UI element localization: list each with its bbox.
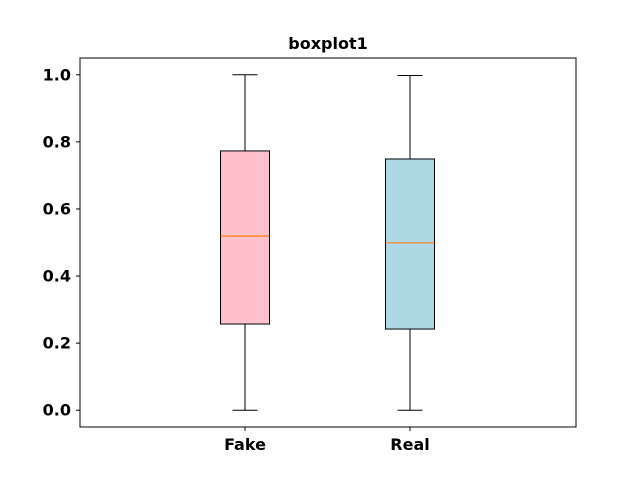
y-tick-label: 1.0 — [43, 65, 71, 84]
y-tick-label: 0.0 — [43, 401, 71, 420]
plot-frame — [79, 57, 577, 428]
y-tick-label: 0.8 — [43, 132, 71, 151]
box-real — [385, 158, 435, 330]
x-tick-label-real: Real — [390, 435, 429, 454]
y-tick-label: 0.6 — [43, 199, 71, 218]
chart-title: boxplot1 — [288, 34, 367, 53]
x-tick-label-fake: Fake — [224, 435, 266, 454]
y-tick-label: 0.2 — [43, 334, 71, 353]
box-fake — [220, 150, 270, 325]
y-tick-label: 0.4 — [43, 267, 71, 286]
